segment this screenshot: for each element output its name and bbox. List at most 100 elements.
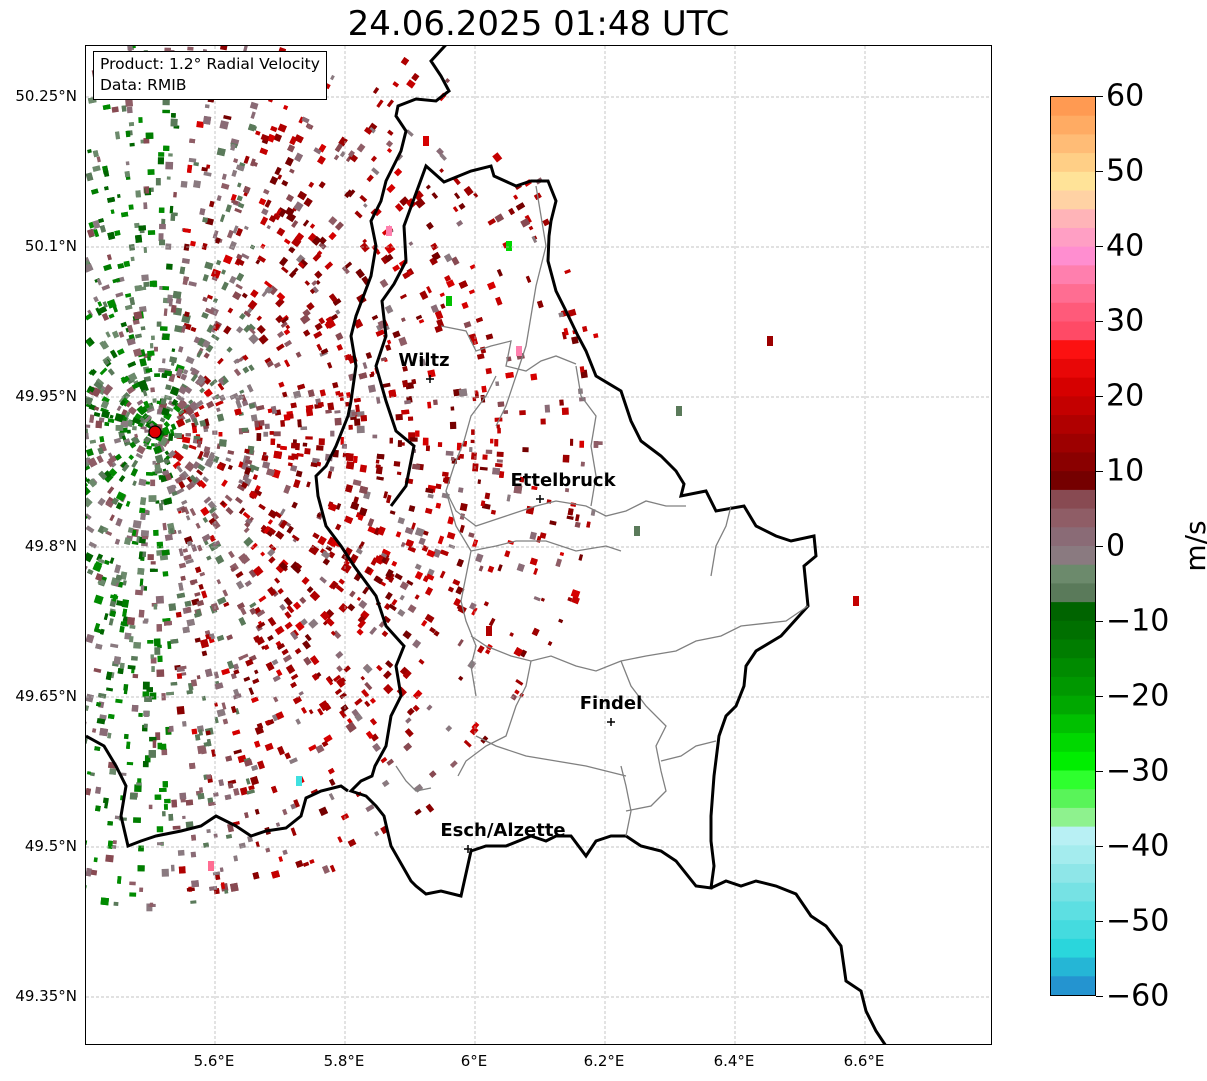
radar-echo-pixel [335, 390, 341, 396]
radar-echo-pixel [99, 727, 109, 737]
radar-echo-pixel [243, 225, 249, 231]
radar-echo-pixel [318, 317, 326, 325]
radar-echo-pixel [163, 421, 171, 428]
radar-echo-pixel [286, 605, 295, 614]
radar-echo-pixel [495, 381, 500, 387]
colorbar-segment [1051, 807, 1095, 828]
colorbar-segment [1051, 415, 1095, 435]
radar-echo-pixel [203, 842, 210, 848]
radar-echo-pixel [425, 803, 435, 813]
radar-echo-pixel [375, 329, 385, 337]
radar-echo-pixel [295, 232, 305, 242]
radar-echo-pixel [304, 448, 311, 455]
radar-echo-pixel [198, 404, 205, 411]
radar-echo-pixel [162, 426, 171, 436]
radar-echo-pixel [266, 360, 274, 368]
radar-echo-pixel [367, 384, 377, 393]
radar-echo-pixel [300, 426, 308, 431]
radar-echo-pixel [325, 316, 335, 326]
radar-echo-pixel [152, 280, 157, 287]
radar-echo-pixel [487, 218, 497, 226]
radar-echo-pixel [359, 464, 368, 473]
radar-echo-pixel [486, 626, 492, 636]
radar-echo-pixel [452, 578, 461, 586]
radar-echo-pixel [253, 635, 261, 643]
radar-echo-pixel [244, 459, 253, 465]
radar-echo-pixel [132, 426, 137, 431]
radar-echo-pixel [87, 568, 94, 575]
radar-echo-pixel [402, 669, 412, 680]
radar-echo-pixel [243, 676, 251, 682]
radar-echo-pixel [125, 161, 130, 166]
radar-echo-pixel [350, 501, 360, 511]
radar-echo-pixel [337, 836, 343, 843]
radar-echo-pixel [159, 326, 168, 331]
radar-echo-pixel [236, 253, 243, 260]
colorbar-segment [1051, 546, 1095, 566]
radar-echo-pixel [402, 271, 410, 280]
colorbar-segment [1051, 826, 1095, 846]
radar-echo-pixel [98, 470, 108, 480]
radar-echo-pixel [149, 343, 154, 349]
radar-echo-pixel [213, 671, 220, 679]
data-source-label: Data: RMIB [100, 76, 187, 94]
radar-echo-pixel [494, 463, 503, 468]
colorbar-segment [1051, 358, 1095, 379]
radar-echo-pixel [238, 842, 246, 849]
radar-echo-pixel [264, 357, 272, 364]
colorbar-tick [1096, 696, 1103, 697]
colorbar-tick-label: 0 [1106, 528, 1126, 564]
radar-echo-pixel [235, 258, 245, 266]
radar-echo-pixel [299, 596, 307, 604]
radar-echo-pixel [97, 692, 107, 699]
radar-echo-pixel [485, 333, 494, 341]
radar-echo-pixel [166, 263, 173, 270]
radar-echo-pixel [194, 612, 201, 618]
city-label-findel: Findel [579, 693, 643, 714]
radar-echo-pixel [567, 508, 574, 516]
radar-echo-pixel [260, 243, 266, 249]
radar-echo-pixel [170, 358, 176, 366]
radar-echo-pixel [199, 572, 206, 577]
radar-echo-pixel [96, 553, 104, 562]
radar-echo-pixel [143, 618, 149, 623]
radar-echo-pixel [117, 876, 122, 884]
radar-echo-pixel [432, 399, 438, 406]
radar-echo-pixel [127, 361, 137, 368]
radar-echo-pixel [335, 503, 342, 510]
radar-echo-pixel [529, 531, 537, 541]
radar-echo-pixel [201, 590, 208, 599]
radar-echo-pixel [211, 520, 221, 530]
radar-echo-pixel [520, 218, 531, 228]
radar-echo-pixel [273, 362, 281, 369]
radar-echo-pixel [99, 367, 108, 376]
radar-echo-pixel [274, 577, 281, 584]
radar-echo-pixel [217, 596, 227, 605]
radar-echo-pixel [250, 775, 260, 786]
radar-echo-pixel [105, 854, 114, 863]
radar-echo-pixel [375, 466, 383, 475]
radar-echo-pixel [92, 165, 101, 172]
radar-echo-pixel [476, 353, 485, 360]
radar-echo-pixel [138, 117, 143, 123]
radar-echo-pixel [125, 130, 131, 138]
radar-echo-pixel [102, 386, 112, 396]
radar-echo-pixel [219, 867, 224, 873]
radar-echo-pixel [267, 519, 274, 525]
radar-echo-pixel [161, 218, 166, 225]
radar-echo-pixel [339, 397, 344, 402]
radar-echo-pixel [111, 330, 120, 339]
radar-echo-pixel [248, 687, 255, 696]
radar-echo-pixel [131, 459, 139, 469]
radar-echo-pixel [114, 131, 121, 140]
radar-echo-pixel [544, 404, 551, 413]
radar-echo-pixel [93, 406, 100, 411]
radar-echo-pixel [138, 712, 143, 717]
radar-map [85, 45, 992, 1045]
radar-echo-pixel [333, 154, 340, 161]
radar-echo-pixel [226, 346, 233, 353]
radar-echo-pixel [263, 431, 269, 437]
colorbar-segment [1051, 302, 1095, 323]
radar-echo-pixel [212, 230, 219, 239]
radar-echo-pixel [316, 445, 324, 451]
